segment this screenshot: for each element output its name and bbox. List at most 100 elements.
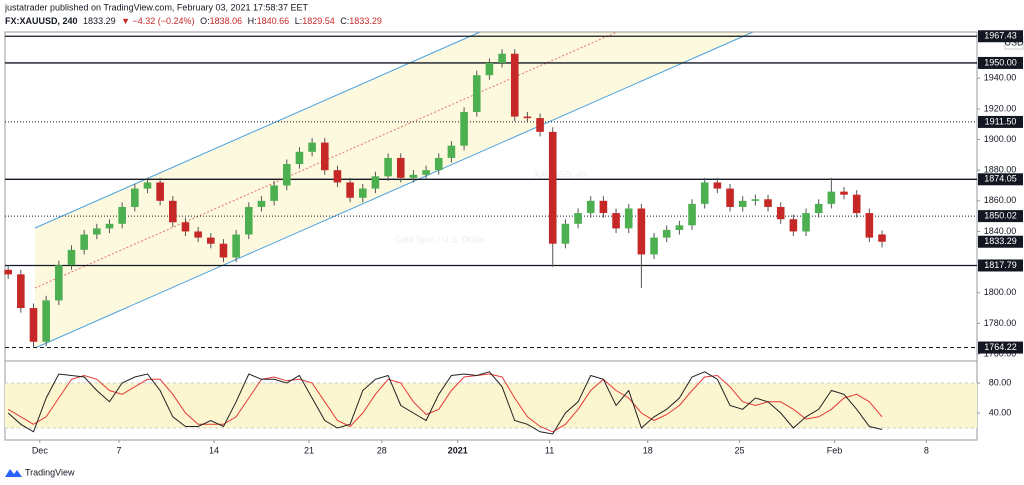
candle-body (789, 219, 798, 232)
x-tick-label: 8 (924, 445, 929, 455)
candle-body (865, 213, 874, 238)
candle-body (55, 265, 63, 301)
price-label: 1850.02 (984, 210, 1017, 220)
ohlc-label: H: (248, 16, 257, 26)
change: ▼ −4.32 (−0.24%) (121, 16, 194, 26)
x-tick-label: 18 (643, 445, 653, 455)
price-label-box (978, 341, 1023, 354)
watermark-symbol: XAUUSD, 4h (534, 169, 587, 179)
footer-logo: TradingView (5, 467, 75, 477)
candle-body (384, 157, 392, 177)
candle-body (282, 164, 291, 186)
candle-body (409, 174, 418, 178)
x-tick-label: 7 (116, 445, 121, 455)
candle-body (17, 274, 25, 309)
candle-body (498, 53, 506, 63)
x-tick-label: 14 (209, 445, 219, 455)
candle-body (827, 191, 836, 204)
candle-body (105, 223, 114, 229)
price-label-box (978, 259, 1023, 272)
candle-body (181, 222, 190, 232)
price-label-box (978, 235, 1023, 248)
candle-body (422, 170, 430, 175)
candle-body (333, 170, 342, 183)
footer-text: TradingView (25, 467, 75, 477)
candle-body (232, 234, 240, 258)
stoch-y-tick-label: 80.00 (989, 377, 1012, 387)
channel-upper (34, 31, 481, 229)
stoch-line (7, 373, 883, 433)
price-label: 1817.79 (984, 260, 1017, 270)
ohlc-value: 1840.66 (257, 16, 290, 26)
price-label: 1764.22 (984, 342, 1017, 352)
candle-body (244, 206, 253, 235)
candle-body (93, 228, 101, 235)
stoch-band (5, 383, 977, 428)
x-tick-label: 21 (304, 445, 314, 455)
candle-body (548, 131, 557, 244)
price-label-box (978, 56, 1023, 69)
price-label-box (978, 173, 1023, 186)
candle-body (662, 229, 671, 238)
ohlc-label: C: (340, 16, 349, 26)
x-tick-label: 28 (377, 445, 387, 455)
candle-body (700, 182, 709, 204)
candle-body (118, 206, 126, 224)
candle-body (358, 188, 367, 198)
candle-body (738, 200, 747, 207)
price-label-box (978, 210, 1023, 223)
y-tick-label: 1920.00 (984, 103, 1017, 113)
candle-body (320, 142, 329, 171)
candle-body (447, 145, 456, 158)
candle-body (434, 157, 443, 171)
candle-body (29, 308, 38, 342)
candle-body (637, 208, 646, 255)
candle-body (751, 199, 760, 201)
price-label: 1833.29 (984, 236, 1017, 246)
ohlc-value: 1838.06 (210, 16, 243, 26)
x-tick-label: Dec (32, 445, 49, 455)
candle-body (194, 231, 202, 238)
y-tick-label: 1940.00 (984, 73, 1017, 83)
candle-body (169, 200, 177, 223)
candle-body (371, 176, 380, 189)
candle-body (726, 188, 734, 207)
channel-lower (34, 31, 754, 349)
watermark-description: Gold Spot / U.S. Dollar (394, 234, 485, 244)
candle-body (688, 203, 696, 226)
candle-body (131, 188, 139, 207)
ohlc-label: L: (295, 16, 303, 26)
y-tick-label: 1800.00 (984, 287, 1017, 297)
logo-icon (5, 469, 22, 477)
candle-body (270, 185, 278, 201)
y-tick-label: 1900.00 (984, 134, 1017, 144)
price-label: 1967.43 (984, 31, 1017, 41)
candle-body (612, 213, 620, 229)
candle-body (67, 249, 76, 266)
candle-body (346, 182, 354, 198)
candle-body (624, 208, 633, 229)
candle-body (308, 142, 316, 152)
candle-body (80, 234, 88, 250)
y-tick-label: 1840.00 (984, 226, 1017, 236)
candle-body (472, 75, 481, 112)
candle-body (599, 200, 608, 214)
symbol-line: FX:XAUUSD, 240 1833.29 ▼ −4.32 (−0.24%) … (5, 16, 382, 26)
candle-body (776, 206, 785, 220)
candle-body (878, 234, 886, 242)
candle-body (675, 225, 684, 230)
candle-body (574, 213, 582, 224)
candle-body (156, 182, 164, 201)
candle-body (561, 223, 570, 244)
candle-body (219, 243, 228, 258)
candle-body (4, 269, 12, 275)
candle-body (586, 200, 595, 214)
x-tick-label: 2021 (448, 445, 468, 455)
x-tick-label: Feb (827, 445, 843, 455)
stoch-line (7, 371, 883, 435)
currency: USD (1004, 37, 1024, 47)
candles (4, 49, 886, 348)
candle-body (764, 199, 772, 207)
